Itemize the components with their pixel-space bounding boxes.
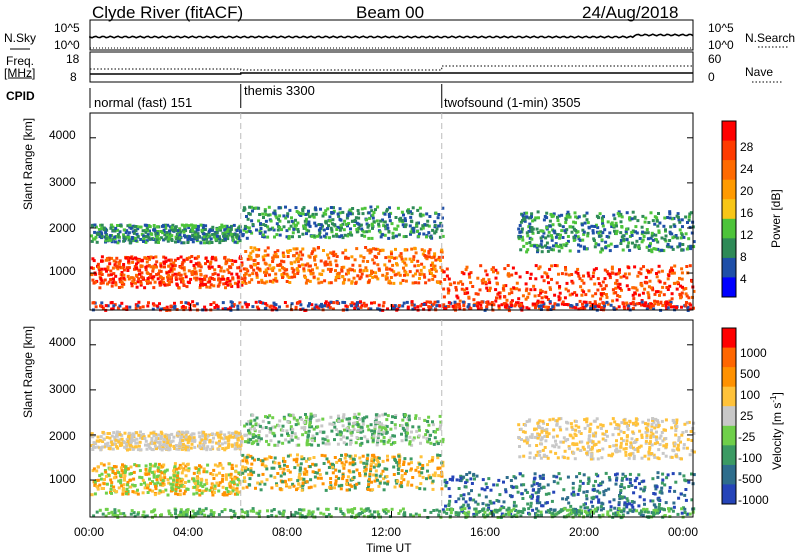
velocity-colorbar-swatch-2 <box>722 367 736 387</box>
power-colorbar-swatch-2 <box>722 160 736 180</box>
power-colorbar-swatch-4 <box>722 199 736 219</box>
power-colorbar-swatch-8 <box>722 277 736 297</box>
velocity-colorbar-swatch-5 <box>722 426 736 446</box>
nave-trace <box>90 66 693 70</box>
power-colorbar-swatch-7 <box>722 258 736 278</box>
velocity-colorbar-swatch-4 <box>722 406 736 426</box>
velocity-colorbar-swatch-8 <box>722 484 736 504</box>
power-colorbar-swatch-5 <box>722 219 736 239</box>
velocity-colorbar-swatch-0 <box>722 328 736 348</box>
power-colorbar-swatch-3 <box>722 180 736 200</box>
velocity-colorbar-swatch-3 <box>722 387 736 407</box>
power-colorbar-swatch-0 <box>722 121 736 141</box>
nsky-panel-frame <box>90 20 693 50</box>
power-data-cells <box>90 206 696 313</box>
velocity-colorbar-swatch-6 <box>722 445 736 465</box>
freq-panel-frame <box>90 52 693 82</box>
freq-trace <box>90 73 693 74</box>
velocity-colorbar-swatch-7 <box>722 465 736 485</box>
velocity-colorbar-swatch-1 <box>722 348 736 368</box>
nsky-trace <box>90 34 693 38</box>
velocity-data-cells <box>91 413 696 519</box>
power-colorbar-swatch-6 <box>722 238 736 258</box>
power-colorbar-swatch-1 <box>722 141 736 161</box>
